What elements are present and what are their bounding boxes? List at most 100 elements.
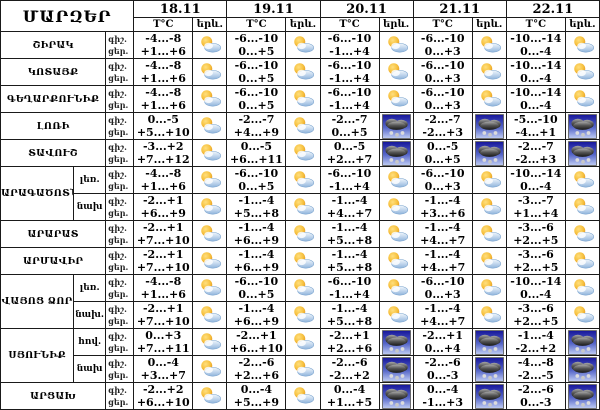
night-temp-value: -2...-6 xyxy=(517,383,554,397)
region-cell: ԱՐԱԳԱԾՈՏՆ xyxy=(0,166,75,221)
subregion-cell: հով. xyxy=(73,328,107,356)
day-temp-value: 0...+3 xyxy=(424,288,461,301)
temperature-cell: -10...-14 0...-4 xyxy=(505,85,566,113)
temperature-cell: -6...-10 0...+5 xyxy=(226,274,287,302)
phenomenon-cell xyxy=(285,274,321,302)
phenomenon-cell xyxy=(192,166,228,194)
temperature-cell: -6...-10 -1...+4 xyxy=(319,58,380,86)
partly-cloudy-icon xyxy=(387,251,408,269)
temperature-cell: -4...-8 +1...+6 xyxy=(133,31,194,59)
temp-column-header: T°C xyxy=(133,17,194,32)
temperature-cell: -10...-14 0...-4 xyxy=(505,31,566,59)
temperature-cell: -2...+1 +2...+6 xyxy=(319,328,380,356)
phenomenon-cell xyxy=(471,274,507,302)
temperature-cell: -1...-4 +4...+7 xyxy=(412,220,473,248)
night-temp-value: 0...-5 xyxy=(333,140,366,154)
night-label: գիշ. xyxy=(108,250,127,260)
phenomenon-cell xyxy=(378,31,414,59)
partly-cloudy-icon xyxy=(294,116,315,134)
phenomenon-cell xyxy=(285,112,321,140)
time-labels-cell: գիշ. ցեր. xyxy=(105,220,135,248)
table-row: ԳԵՂԱՐՔՈՒՆԻՔ գիշ. ցեր. -4...-8 +1...+6 -6...-1… xyxy=(0,85,600,113)
night-label: գիշ. xyxy=(108,385,127,395)
partly-cloudy-icon xyxy=(201,251,222,269)
partly-cloudy-icon xyxy=(201,197,222,215)
temperature-cell: -2...-6 0...-3 xyxy=(412,355,473,383)
phenomenon-cell xyxy=(285,193,321,221)
day-temp-value: 0...+5 xyxy=(238,45,275,58)
snow-icon xyxy=(567,329,597,355)
phenomenon-cell xyxy=(192,274,228,302)
partly-cloudy-icon xyxy=(294,197,315,215)
night-temp-value: -1...-4 xyxy=(424,194,461,208)
night-temp-value: -1...-4 xyxy=(238,302,275,316)
night-temp-value: -2...-6 xyxy=(238,356,275,370)
temp-column-header: T°C xyxy=(412,17,473,32)
date-header: 19.11 xyxy=(226,0,321,18)
temperature-cell: -6...-10 -1...+4 xyxy=(319,166,380,194)
night-temp-value: -1...-4 xyxy=(238,194,275,208)
temperature-cell: -2...-7 +4...+9 xyxy=(226,112,287,140)
partly-cloudy-icon xyxy=(294,305,315,323)
phenomenon-cell xyxy=(192,382,228,410)
time-labels-cell: գիշ. ցեր. xyxy=(105,139,135,167)
night-temp-value: -2...-7 xyxy=(517,140,554,154)
day-label: ցեր. xyxy=(108,370,129,380)
day-temp-value: -4...+1 xyxy=(515,126,557,139)
day-temp-value: 0...+3 xyxy=(424,180,461,193)
phenomenon-cell xyxy=(192,247,228,275)
partly-cloudy-icon xyxy=(573,89,595,107)
day-temp-value: 0...-4 xyxy=(520,45,552,58)
phenomenon-column-header: երև. xyxy=(471,17,507,32)
phenomenon-cell xyxy=(192,328,228,356)
phenomenon-cell xyxy=(285,58,321,86)
night-temp-value: -2...+1 xyxy=(329,329,370,343)
partly-cloudy-icon xyxy=(201,89,222,107)
night-label: գիշ. xyxy=(108,223,127,233)
partly-cloudy-icon xyxy=(387,62,408,80)
phenomenon-cell xyxy=(471,193,507,221)
night-temp-value: -2...-7 xyxy=(331,113,368,127)
night-temp-value: 0...-5 xyxy=(427,140,459,154)
temperature-cell: -6...-10 0...+3 xyxy=(412,274,473,302)
temperature-cell: -3...-6 +2...+5 xyxy=(505,220,566,248)
day-temp-value: +1...+6 xyxy=(140,72,186,85)
day-temp-value: -1...+3 xyxy=(422,396,463,409)
night-temp-value: -6...-10 xyxy=(327,59,372,73)
table-row: ԼՈՌԻ գիշ. ցեր. 0...-5 +5...+10 -2...-7 +4...+9… xyxy=(0,112,600,140)
partly-cloudy-icon xyxy=(294,62,315,80)
partly-cloudy-icon xyxy=(294,386,315,404)
day-temp-value: +4...+7 xyxy=(326,207,373,220)
phenomenon-cell xyxy=(378,355,414,383)
partly-cloudy-icon xyxy=(294,224,315,242)
night-temp-value: -2...+1 xyxy=(142,248,184,262)
phenomenon-cell xyxy=(564,31,600,59)
time-labels-cell: գիշ. ցեր. xyxy=(105,112,135,140)
night-temp-value: -4...-8 xyxy=(145,86,182,100)
temperature-cell: 0...+3 +7...+11 xyxy=(133,328,194,356)
phenomenon-cell xyxy=(378,382,414,410)
night-temp-value: -4...-8 xyxy=(145,32,182,46)
day-temp-value: 0...+4 xyxy=(424,342,461,355)
snow-icon xyxy=(567,356,597,382)
phenomenon-cell xyxy=(564,85,600,113)
day-temp-value: 0...-4 xyxy=(520,99,552,112)
partly-cloudy-icon xyxy=(294,359,315,377)
temp-column-header: T°C xyxy=(505,17,566,32)
phenomenon-cell xyxy=(285,220,321,248)
partly-cloudy-icon xyxy=(201,143,222,161)
temperature-cell: 0...-5 +6...+11 xyxy=(226,139,287,167)
night-label: գիշ. xyxy=(108,196,127,206)
day-temp-value: +2...+5 xyxy=(513,234,559,247)
phenomenon-cell xyxy=(564,58,600,86)
table-row: ՇԻՐԱԿ գիշ. ցեր. -4...-8 +1...+6 -6...-10 0...+… xyxy=(0,31,600,59)
night-temp-value: -10...-14 xyxy=(510,59,562,73)
night-temp-value: -2...+1 xyxy=(142,221,184,235)
partly-cloudy-icon xyxy=(387,197,408,215)
temperature-cell: -6...-10 0...+5 xyxy=(226,31,287,59)
partly-cloudy-icon xyxy=(480,278,501,296)
time-labels-cell: գիշ. ցեր. xyxy=(105,328,135,356)
snow-icon xyxy=(567,113,597,139)
day-temp-value: 0...+5 xyxy=(238,288,275,301)
temperature-cell: -6...-10 -1...+4 xyxy=(319,31,380,59)
